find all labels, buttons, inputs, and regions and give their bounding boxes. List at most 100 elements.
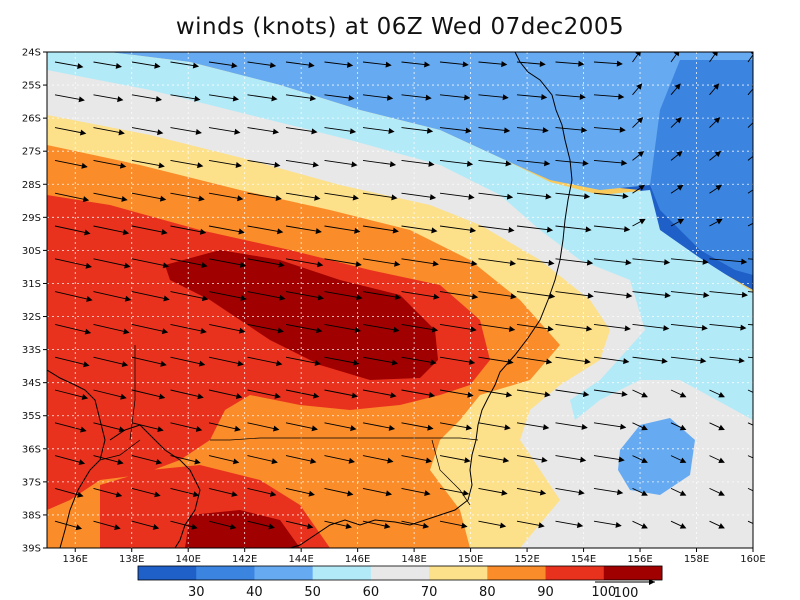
- wind-vector-head: [316, 261, 324, 268]
- colorbar-label: 100: [591, 585, 616, 600]
- band-low-patch: [618, 418, 695, 495]
- wind-vector: [131, 192, 166, 201]
- wind-vector-head: [541, 94, 548, 101]
- wind-vector-head: [350, 425, 357, 432]
- lat-tick-label: 33S: [22, 345, 41, 356]
- wind-vector-head: [636, 117, 644, 124]
- wind-vector: [94, 554, 119, 561]
- wind-vector-head: [158, 393, 166, 400]
- wind-vector-head: [505, 160, 512, 167]
- wind-vector-head: [679, 457, 687, 464]
- wind-vector: [593, 422, 626, 428]
- wind-vector-head: [157, 129, 164, 136]
- wind-vector-head: [114, 524, 121, 530]
- wind-vector-head: [83, 361, 90, 368]
- wind-vector-head: [741, 291, 748, 298]
- wind-vector-head: [468, 193, 475, 200]
- wind-vector-head: [124, 295, 132, 302]
- wind-vector-head: [198, 195, 205, 202]
- wind-vector-head: [351, 392, 359, 399]
- wind-vector: [401, 389, 435, 397]
- wind-vector-head: [161, 229, 168, 235]
- wind-vector: [516, 127, 548, 132]
- wind-vector: [170, 258, 207, 267]
- wind-vector-head: [432, 260, 439, 267]
- wind-vector: [131, 422, 163, 431]
- wind-vector-head: [754, 152, 759, 157]
- wind-vector-head: [758, 458, 763, 462]
- wind-vector-head: [308, 62, 315, 68]
- wind-vector-head: [621, 159, 628, 166]
- colorbar-swatch: [196, 566, 255, 580]
- lon-tick-label: 144E: [288, 554, 313, 565]
- colorbar-swatch: [370, 566, 430, 580]
- lat-tick-label: 24S: [22, 48, 41, 59]
- wind-vector: [170, 192, 204, 200]
- wind-vector-head: [115, 491, 123, 498]
- wind-vector-head: [741, 258, 748, 265]
- colorbar-label: 60: [363, 585, 380, 600]
- wind-vector: [710, 554, 725, 561]
- wind-vector-head: [424, 490, 431, 497]
- wind-vector: [93, 127, 124, 134]
- wind-vector: [208, 225, 244, 233]
- wind-vector-head: [311, 425, 318, 432]
- wind-vector-head: [81, 162, 88, 169]
- wind-vector-head: [506, 193, 514, 200]
- wind-vector: [747, 189, 753, 194]
- wind-vector-head: [191, 523, 198, 530]
- lon-tick-label: 146E: [345, 554, 370, 565]
- wind-vector: [170, 389, 203, 398]
- colorbar-label: 30: [188, 585, 205, 600]
- lon-tick-label: 150E: [458, 554, 483, 565]
- wind-vector-head: [542, 424, 550, 431]
- wind-vector: [555, 389, 589, 396]
- wind-vector-head: [584, 358, 591, 365]
- wind-vector: [93, 389, 126, 399]
- wind-vector: [362, 422, 395, 430]
- wind-vector: [93, 192, 127, 201]
- wind-vector-head: [713, 117, 721, 124]
- wind-vector: [401, 422, 433, 430]
- wind-vector: [555, 356, 590, 363]
- wind-vector: [593, 258, 631, 264]
- wind-vector-head: [679, 523, 687, 529]
- wind-vector-head: [84, 229, 91, 236]
- wind-vector: [208, 291, 246, 300]
- wind-vector-head: [468, 359, 476, 365]
- wind-vector-head: [499, 556, 504, 560]
- wind-vector: [324, 356, 359, 365]
- wind-vector-head: [464, 457, 471, 464]
- wind-vector: [555, 422, 587, 429]
- wind-vector-head: [713, 83, 720, 90]
- wind-vector: [285, 159, 319, 166]
- wind-vector-head: [510, 293, 517, 300]
- wind-vector: [593, 323, 630, 330]
- wind-vector-head: [274, 161, 281, 168]
- wind-vector-head: [635, 52, 641, 57]
- wind-vector: [324, 291, 362, 299]
- colorbar-label: 50: [304, 585, 321, 600]
- wind-vector: [131, 455, 162, 464]
- wind-vector-head: [581, 423, 588, 430]
- wind-vector: [555, 291, 593, 297]
- wind-vector-head: [86, 296, 93, 302]
- wind-vector: [516, 258, 554, 264]
- wind-vector-head: [271, 458, 278, 465]
- lat-tick-label: 31S: [22, 279, 41, 290]
- wind-vector-head: [275, 195, 282, 201]
- wind-vector-head: [232, 95, 240, 102]
- wind-vector-head: [312, 161, 320, 168]
- wind-vector: [208, 422, 240, 431]
- wind-vector-head: [779, 325, 784, 330]
- wind-vector-head: [274, 392, 281, 399]
- wind-vector-head: [677, 218, 685, 225]
- colorbar-swatch: [254, 566, 314, 580]
- wind-vector-head: [154, 491, 161, 498]
- wind-vector-head: [501, 489, 508, 496]
- wind-vector-head: [351, 161, 358, 168]
- wind-vector: [439, 225, 476, 232]
- wind-vector: [285, 356, 321, 365]
- wind-vector-head: [387, 457, 394, 464]
- wind-vector-head: [755, 185, 760, 189]
